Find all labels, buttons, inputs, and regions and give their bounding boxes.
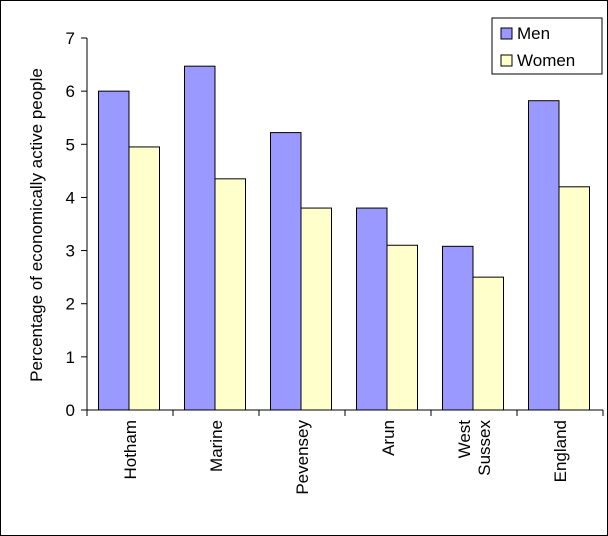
- y-tick-label: 0: [66, 401, 75, 420]
- x-category-label: West: [455, 420, 474, 459]
- x-category-label: Marine: [207, 420, 226, 472]
- bar-men-4: [442, 245, 474, 411]
- y-tick-label: 2: [66, 295, 75, 314]
- bar-men-2: [270, 132, 302, 411]
- y-tick-label: 1: [66, 348, 75, 367]
- x-category-label: Pevensey: [293, 420, 312, 495]
- bar-men-5: [528, 100, 560, 411]
- x-ticks-layer: Hotham Marine Pevensey Arun West Sussex Englan…: [86, 410, 604, 495]
- bar-men-1: [184, 65, 216, 411]
- x-category-label: Sussex: [475, 420, 494, 476]
- bar-women-2: [300, 207, 332, 411]
- x-category-label: England: [551, 420, 570, 482]
- y-tick-label: 7: [66, 29, 75, 48]
- y-tick-label: 6: [66, 82, 75, 101]
- x-category-label: Arun: [379, 420, 398, 456]
- bar-women-5: [558, 186, 590, 411]
- legend-swatch-men: [500, 27, 513, 40]
- y-tick-label: 3: [66, 242, 75, 261]
- y-axis-title: Percentage of economically active people: [27, 68, 46, 382]
- y-tick-label: 5: [66, 135, 75, 154]
- y-tick-label: 4: [66, 188, 75, 207]
- x-category-label: Hotham: [121, 420, 140, 480]
- bar-men-0: [98, 90, 130, 411]
- legend: Men Women: [491, 17, 603, 75]
- legend-label-women: Women: [517, 51, 575, 70]
- bar-women-0: [128, 146, 160, 411]
- bars-layer: [98, 65, 590, 411]
- bar-men-3: [356, 207, 388, 411]
- bar-women-4: [472, 276, 504, 411]
- legend-swatch-women: [500, 54, 513, 67]
- legend-label-men: Men: [517, 24, 550, 43]
- bar-women-1: [214, 178, 246, 411]
- bar-women-3: [386, 244, 418, 411]
- y-axis-title-group: Percentage of economically active people: [27, 68, 46, 382]
- y-ticks-layer: 0 1 2 3 4 5 6 7: [66, 29, 87, 420]
- legend-box: [491, 17, 603, 75]
